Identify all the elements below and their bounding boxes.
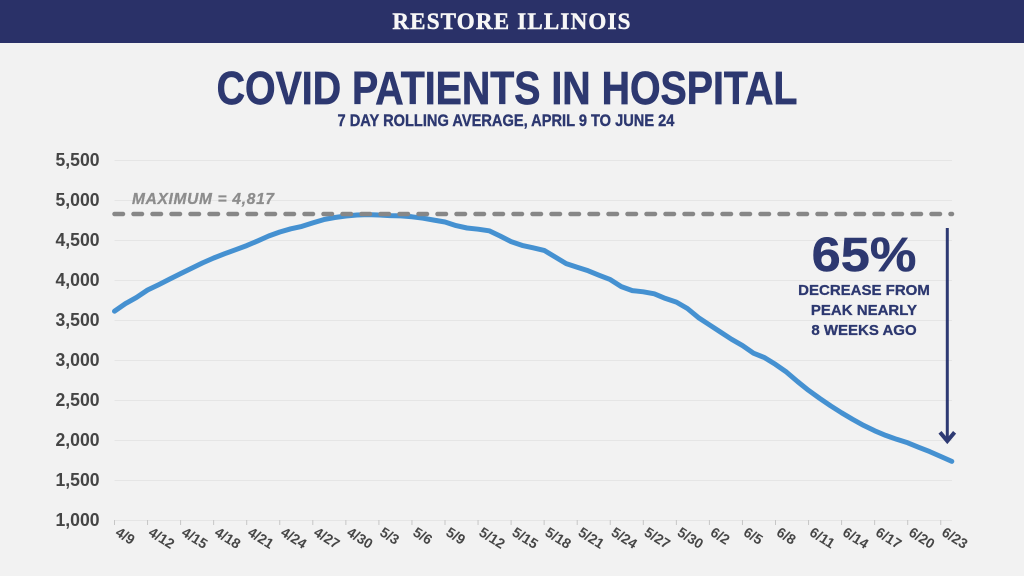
svg-text:5/3: 5/3 bbox=[377, 524, 402, 548]
svg-text:3,500: 3,500 bbox=[56, 310, 100, 330]
svg-text:5,000: 5,000 bbox=[56, 190, 100, 210]
svg-text:5/27: 5/27 bbox=[642, 524, 674, 552]
svg-text:4/21: 4/21 bbox=[245, 524, 277, 552]
svg-text:5/30: 5/30 bbox=[675, 524, 707, 552]
svg-text:5/21: 5/21 bbox=[576, 524, 608, 552]
svg-text:6/8: 6/8 bbox=[774, 524, 799, 548]
svg-text:6/20: 6/20 bbox=[906, 524, 938, 552]
svg-text:1,000: 1,000 bbox=[56, 510, 100, 530]
svg-text:5/12: 5/12 bbox=[476, 524, 508, 552]
svg-text:4/9: 4/9 bbox=[113, 524, 138, 548]
svg-text:4/18: 4/18 bbox=[212, 524, 244, 552]
svg-text:6/17: 6/17 bbox=[873, 524, 905, 552]
svg-text:4/12: 4/12 bbox=[146, 524, 178, 552]
svg-text:4/15: 4/15 bbox=[179, 524, 211, 552]
svg-text:2,500: 2,500 bbox=[56, 390, 100, 410]
svg-text:5/18: 5/18 bbox=[543, 524, 575, 552]
svg-text:6/2: 6/2 bbox=[708, 524, 733, 548]
svg-text:5/9: 5/9 bbox=[443, 524, 468, 548]
svg-text:4,500: 4,500 bbox=[56, 230, 100, 250]
svg-text:5/24: 5/24 bbox=[609, 524, 641, 552]
svg-text:1,500: 1,500 bbox=[56, 470, 100, 490]
svg-text:5/15: 5/15 bbox=[510, 524, 542, 552]
svg-text:3,000: 3,000 bbox=[56, 350, 100, 370]
svg-text:4/30: 4/30 bbox=[344, 524, 376, 552]
svg-text:6/11: 6/11 bbox=[807, 524, 838, 552]
svg-text:5,500: 5,500 bbox=[56, 150, 100, 170]
svg-text:5/6: 5/6 bbox=[410, 524, 435, 548]
svg-text:4/24: 4/24 bbox=[278, 524, 310, 552]
svg-text:2,000: 2,000 bbox=[56, 430, 100, 450]
svg-text:6/23: 6/23 bbox=[939, 524, 971, 552]
svg-text:4/27: 4/27 bbox=[311, 524, 343, 552]
svg-text:4,000: 4,000 bbox=[56, 270, 100, 290]
svg-text:6/5: 6/5 bbox=[741, 524, 766, 548]
svg-text:6/14: 6/14 bbox=[840, 524, 872, 552]
